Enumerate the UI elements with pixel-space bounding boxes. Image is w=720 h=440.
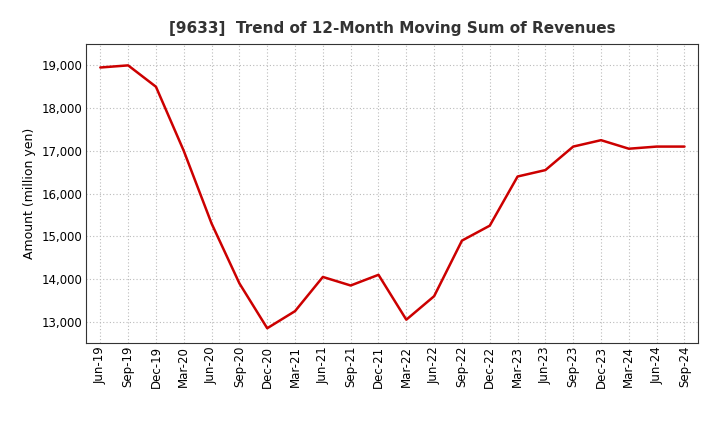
Title: [9633]  Trend of 12-Month Moving Sum of Revenues: [9633] Trend of 12-Month Moving Sum of R… — [169, 21, 616, 36]
Y-axis label: Amount (million yen): Amount (million yen) — [23, 128, 36, 259]
